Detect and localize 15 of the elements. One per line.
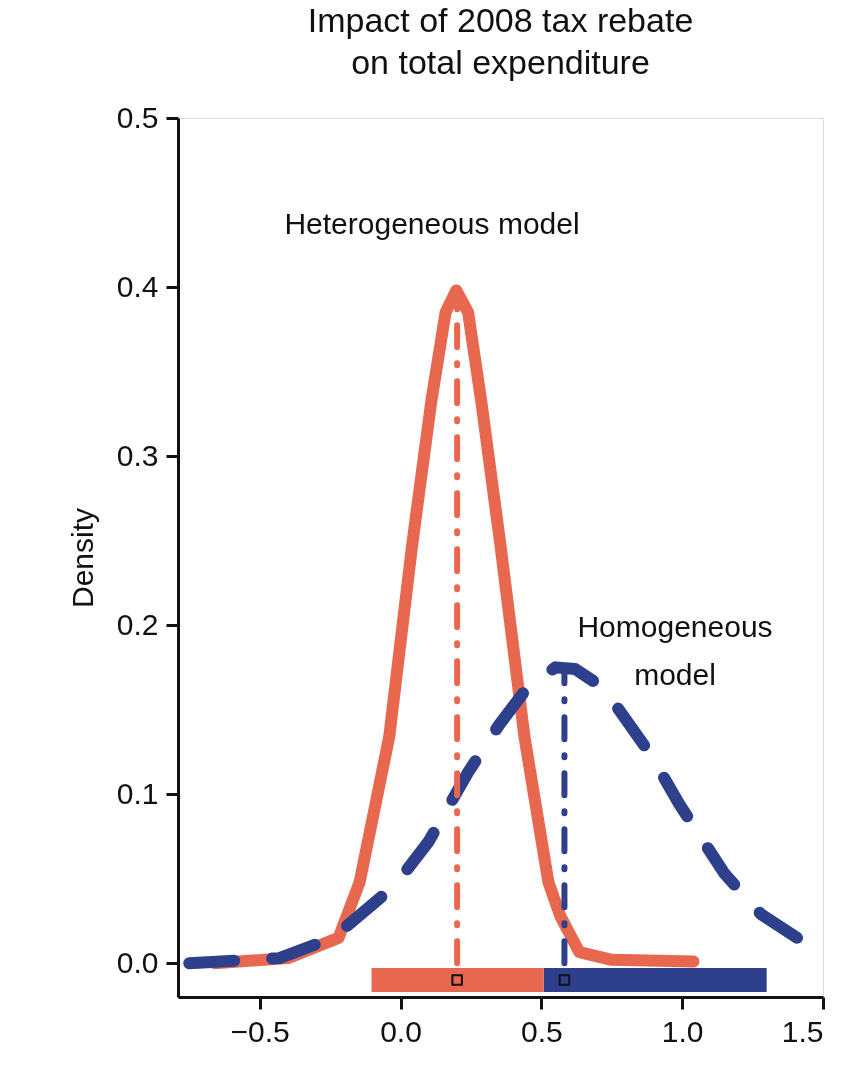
y-tick-label: 0.4 [116,269,159,303]
chart-title: Impact of 2008 tax rebate on total expenditure [307,1,694,81]
y-axis-title: Density [65,507,99,609]
x-tick-label: 0.5 [520,1014,563,1048]
y-tick-label: 0.5 [116,100,159,134]
y-tick-label: 0.2 [116,607,159,641]
annotation: Homogeneous model [577,610,773,691]
x-tick-label: −0.5 [230,1014,290,1048]
y-tick-label: 0.0 [116,945,159,979]
x-tick-label: 0.0 [380,1014,422,1048]
annotation: Heterogeneous model [284,207,580,240]
y-tick-label: 0.1 [116,776,159,810]
y-tick-label: 0.3 [116,438,159,472]
x-tick-label: 1.5 [781,1014,824,1048]
x-tick-label: 1.0 [661,1014,704,1048]
